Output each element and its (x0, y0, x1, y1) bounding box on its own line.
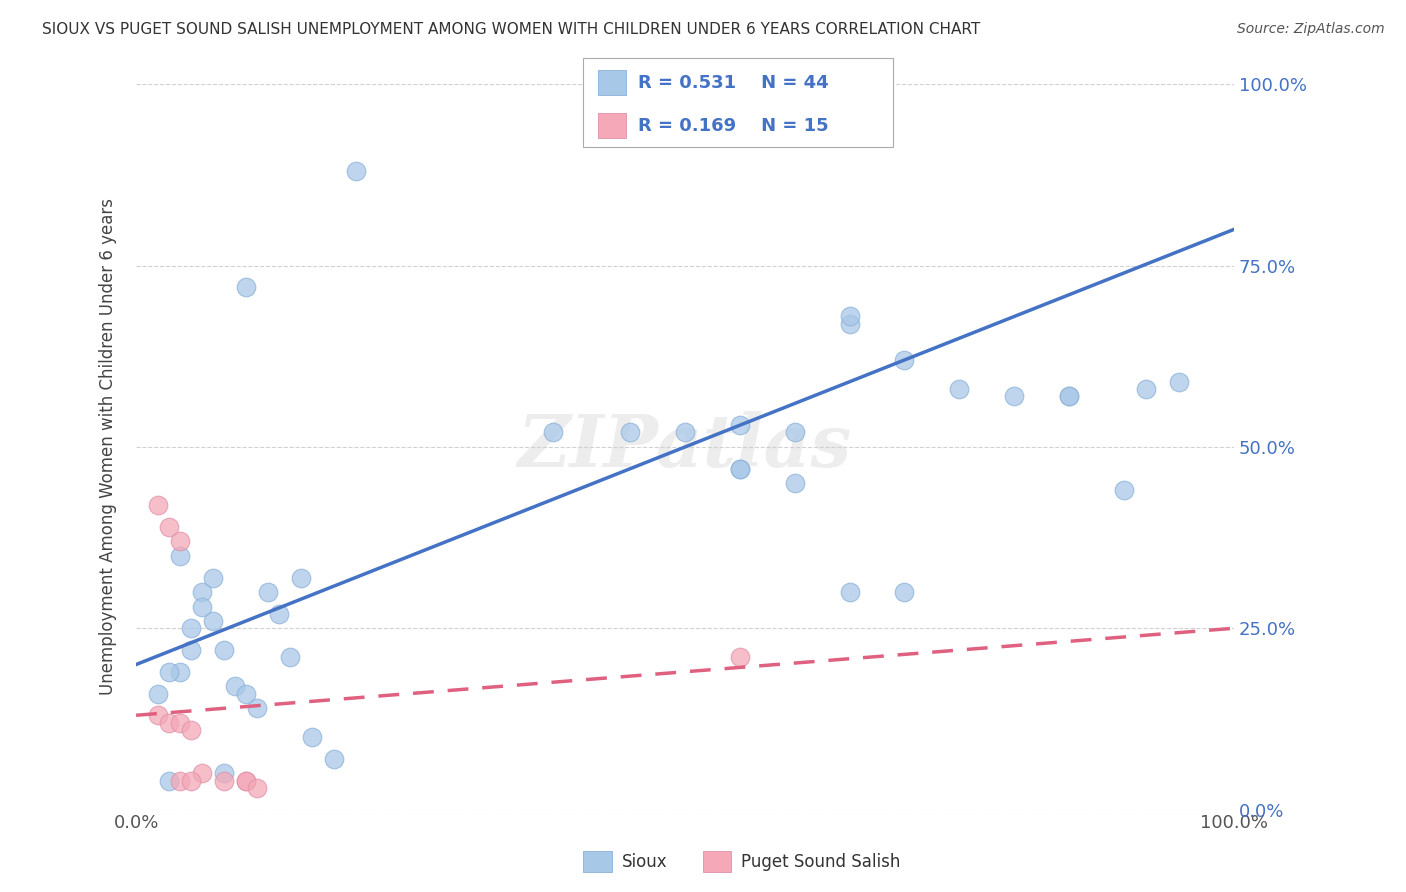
Point (212, 773, 235, 788)
Point (344, 164, 367, 178)
Point (212, 766, 235, 780)
Point (893, 353, 915, 368)
Point (1002, 389, 1025, 403)
Point (1057, 389, 1080, 403)
Point (157, 520, 180, 534)
Point (224, 679, 246, 693)
Point (146, 708, 169, 723)
Point (191, 766, 214, 780)
Point (246, 780, 269, 795)
Point (619, 425, 641, 440)
Point (1135, 382, 1157, 396)
Point (169, 665, 191, 679)
Point (246, 701, 269, 715)
Point (169, 773, 191, 788)
Text: ZIPatlas: ZIPatlas (517, 411, 852, 483)
Point (673, 425, 696, 440)
Point (235, 280, 257, 294)
Point (235, 686, 257, 700)
Text: SIOUX VS PUGET SOUND SALISH UNEMPLOYMENT AMONG WOMEN WITH CHILDREN UNDER 6 YEARS: SIOUX VS PUGET SOUND SALISH UNEMPLOYMENT… (42, 22, 980, 37)
Point (169, 549, 191, 563)
Point (290, 570, 312, 584)
Point (948, 382, 970, 396)
Point (180, 643, 202, 657)
Text: R = 0.531    N = 44: R = 0.531 N = 44 (638, 74, 830, 92)
Point (278, 650, 301, 665)
Text: Source: ZipAtlas.com: Source: ZipAtlas.com (1237, 22, 1385, 37)
Point (146, 498, 169, 512)
Point (146, 686, 169, 700)
Text: Sioux: Sioux (621, 853, 666, 871)
Point (180, 773, 202, 788)
Point (838, 585, 860, 599)
Point (838, 310, 860, 324)
Point (301, 730, 323, 744)
Point (169, 715, 191, 730)
Point (267, 607, 290, 621)
Point (1057, 389, 1080, 403)
Point (201, 614, 224, 628)
Text: Puget Sound Salish: Puget Sound Salish (741, 853, 900, 871)
Y-axis label: Unemployment Among Women with Children Under 6 years: Unemployment Among Women with Children U… (100, 199, 117, 696)
Text: R = 0.169    N = 15: R = 0.169 N = 15 (638, 117, 830, 135)
Point (157, 773, 180, 788)
Point (169, 534, 191, 549)
Point (322, 752, 344, 766)
Point (1167, 375, 1189, 389)
Point (728, 650, 751, 665)
Point (541, 425, 564, 440)
Point (180, 621, 202, 635)
Point (191, 599, 214, 614)
Point (728, 461, 751, 475)
Point (235, 773, 257, 788)
Point (783, 476, 806, 491)
Point (157, 665, 180, 679)
Point (783, 425, 806, 440)
Point (212, 643, 235, 657)
Point (1112, 483, 1135, 498)
Point (256, 585, 278, 599)
Point (201, 570, 224, 584)
Point (191, 585, 214, 599)
Point (235, 773, 257, 788)
Point (157, 715, 180, 730)
Point (180, 723, 202, 737)
Point (893, 585, 915, 599)
Point (728, 461, 751, 475)
Point (838, 317, 860, 331)
Point (728, 418, 751, 433)
